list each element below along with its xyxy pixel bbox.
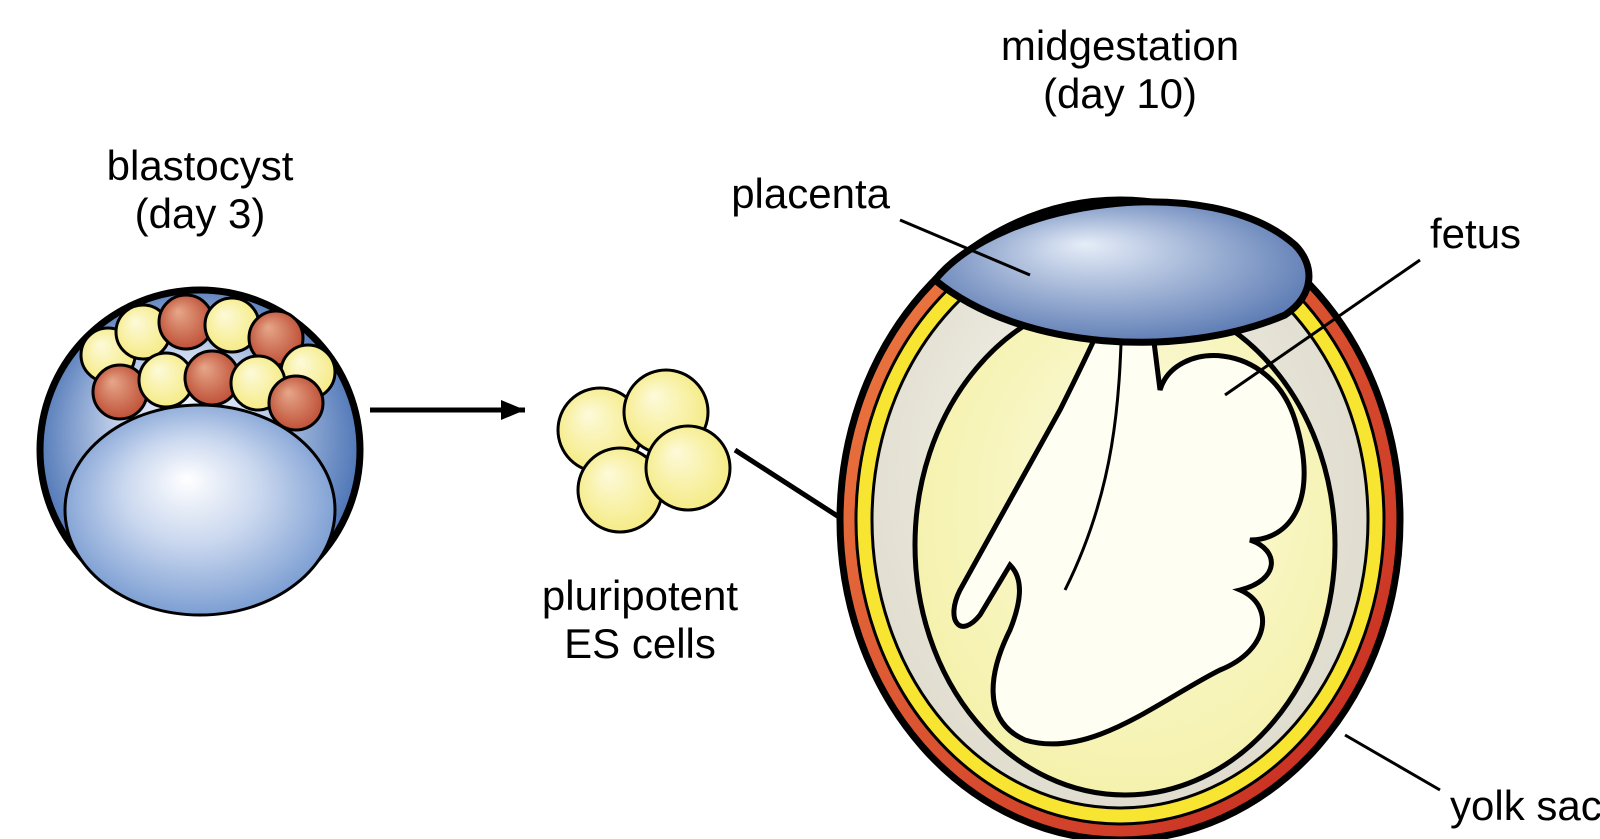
blastocyst-cavity xyxy=(65,405,335,615)
es-label-1: pluripotent xyxy=(542,572,738,619)
es-label-2: ES cells xyxy=(564,620,716,667)
embryo xyxy=(840,200,1400,839)
midgestation-label-2: (day 10) xyxy=(1043,70,1197,117)
es-cells xyxy=(558,370,730,532)
leader-yolk-sac xyxy=(1345,735,1440,790)
yolk-sac-label: yolk sac xyxy=(1450,782,1600,829)
icm-cell-10 xyxy=(269,376,323,430)
arrow-blastocyst-to-es xyxy=(370,400,525,420)
blastocyst-label-2: (day 3) xyxy=(135,190,266,237)
blastocyst-label-1: blastocyst xyxy=(107,142,294,189)
midgestation-label-1: midgestation xyxy=(1001,22,1239,69)
placenta-label: placenta xyxy=(731,170,890,217)
fetus-label: fetus xyxy=(1430,210,1521,257)
es-cell-3 xyxy=(646,426,730,510)
blastocyst xyxy=(40,290,360,615)
